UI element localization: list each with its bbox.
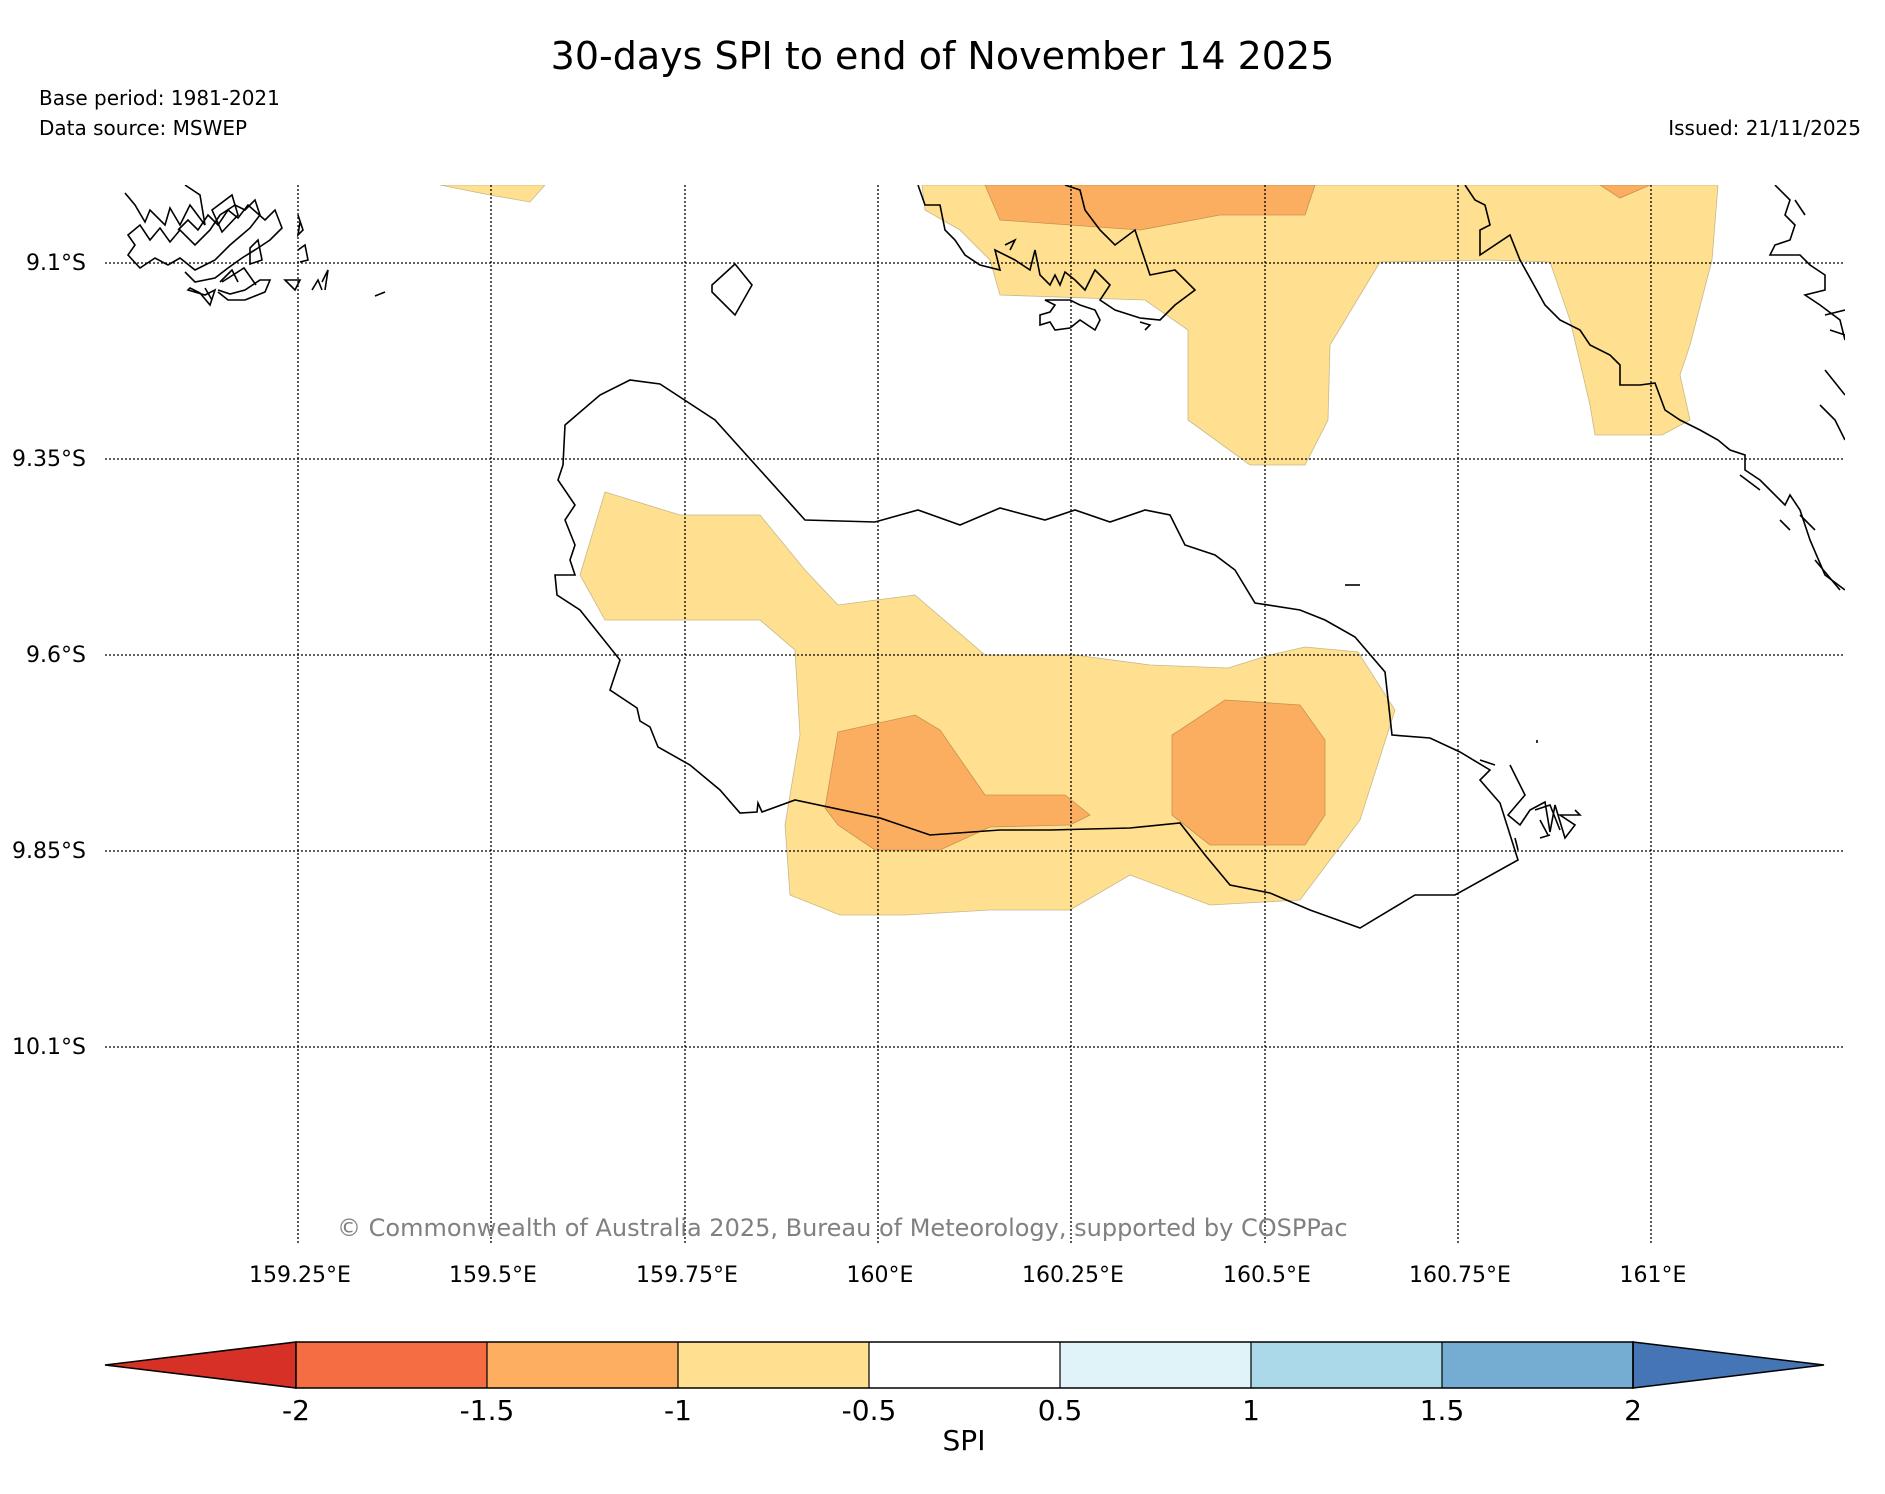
colorbar-extend-low	[104, 1341, 297, 1389]
coastline-east-islet-3	[1479, 759, 1496, 766]
coastline-malaita-3	[1794, 199, 1806, 216]
copyright-notice: © Commonwealth of Australia 2025, Bureau…	[337, 1214, 1348, 1242]
coastline-nw-9	[217, 279, 272, 301]
coastline-malaita-6	[1829, 329, 1845, 336]
coastline-north-central-2	[1039, 299, 1101, 332]
colorbar-tick: 1.5	[1420, 1394, 1465, 1427]
moderately-dry-south-west	[824, 714, 1091, 851]
longitude-labels: 159.25°E 159.5°E 159.75°E 160°E 160.25°E…	[249, 1263, 1686, 1288]
moderately-dry-north-east	[1599, 185, 1651, 199]
coastline-malaita-11	[1779, 519, 1791, 531]
moderately-dry-south-east	[1171, 699, 1326, 846]
coastline-malaita-4	[1824, 369, 1845, 396]
colorbar-bin	[296, 1342, 487, 1388]
coastline-guadalcanal	[554, 379, 1519, 929]
moderately-dry-north	[984, 185, 1316, 231]
coastline-north-central-3	[1139, 321, 1152, 331]
lat-label: 9.6°S	[26, 643, 86, 668]
colorbar-tick: -1.5	[460, 1394, 515, 1427]
coastline-east-islet-8	[1514, 837, 1519, 851]
lon-label: 159.5°E	[449, 1263, 537, 1288]
colorbar-tick: -0.5	[842, 1394, 897, 1427]
coastline-nw-2	[126, 198, 261, 271]
map-title: 30-days SPI to end of November 14 2025	[550, 34, 1335, 78]
lon-label: 160.75°E	[1409, 1263, 1511, 1288]
data-source: Data source: MSWEP	[39, 116, 248, 140]
coastline-east-islet-4	[1539, 819, 1549, 836]
coastline-nw-12	[311, 278, 323, 291]
lon-label: 159.75°E	[636, 1263, 738, 1288]
coastlines	[124, 185, 1845, 929]
colorbar-bin	[1251, 1342, 1442, 1388]
colorbar-tick: 2	[1624, 1394, 1642, 1427]
coastline-north-central	[917, 185, 1197, 321]
colorbar-bin	[869, 1342, 1060, 1388]
coastline-nw-11	[297, 243, 309, 263]
lat-label: 9.35°S	[12, 447, 86, 472]
dry-area-north-central	[921, 185, 1719, 466]
colorbar-bin	[678, 1342, 869, 1388]
dry-area-north-west	[439, 185, 546, 203]
coastline-nw-15	[204, 287, 213, 301]
coastline-malaita-9	[1799, 514, 1816, 531]
base-period: Base period: 1981-2021	[39, 86, 280, 110]
colorbar: -2 -1.5 -1 -0.5 0.5 1 1.5 2 SPI	[104, 1341, 1825, 1457]
coastline-east-islet	[1506, 764, 1582, 840]
colorbar-bin	[1442, 1342, 1633, 1388]
graticule	[105, 185, 1845, 1245]
coastline-nw-1	[124, 185, 206, 227]
issued-date: Issued: 21/11/2025	[1668, 116, 1861, 140]
lon-label: 160°E	[847, 1263, 914, 1288]
coastline-nw-6	[321, 269, 329, 291]
coastline-malaita-10	[1814, 559, 1841, 591]
latitude-labels: 9.1°S 9.35°S 9.6°S 9.85°S 10.1°S	[12, 251, 86, 1060]
coastline-nw-10	[374, 291, 386, 297]
coastline-nw-16	[221, 266, 257, 286]
colorbar-tick: -1	[664, 1394, 692, 1427]
colorbar-tick: -2	[282, 1394, 310, 1427]
coastline-east-islet-2	[1534, 804, 1561, 831]
map-panel: © Commonwealth of Australia 2025, Bureau…	[105, 185, 1845, 1245]
coastline-nw-7	[186, 287, 217, 307]
coastline-malaita-7	[1819, 404, 1845, 441]
lat-label: 10.1°S	[12, 1035, 86, 1060]
coastline-malaita-5	[1824, 309, 1845, 316]
coastline-east-islet-7	[1539, 834, 1551, 839]
coastline-north-central-4	[1004, 238, 1017, 251]
lon-label: 161°E	[1620, 1263, 1687, 1288]
coastline-malaita-8	[1739, 474, 1761, 491]
coastline-malaita-2	[1768, 185, 1845, 341]
colorbar-extend-high	[1632, 1341, 1825, 1389]
coastline-nw-5	[296, 214, 304, 238]
lon-label: 159.25°E	[249, 1263, 351, 1288]
lat-label: 9.1°S	[26, 251, 86, 276]
spi-fill-moderately-dry	[824, 185, 1651, 851]
coastline-malaita	[1464, 185, 1845, 591]
lon-label: 160.5°E	[1223, 1263, 1311, 1288]
coastline-nw-13	[219, 268, 239, 283]
colorbar-tick: 1	[1242, 1394, 1260, 1427]
spi-fill-slightly-dry	[439, 185, 1719, 916]
colorbar-bin	[487, 1342, 678, 1388]
metadata-left: Base period: 1981-2021 Data source: MSWE…	[39, 83, 280, 143]
coastline-florida-islands	[711, 262, 753, 317]
colorbar-tick: 0.5	[1038, 1394, 1083, 1427]
colorbar-label: SPI	[943, 1424, 986, 1457]
coastline-nw-8	[283, 279, 302, 292]
coastline-nw-14	[177, 203, 283, 283]
lat-label: 9.85°S	[12, 839, 86, 864]
lon-label: 160.25°E	[1022, 1263, 1124, 1288]
colorbar-bin	[1060, 1342, 1251, 1388]
coastline-nw-4	[249, 238, 263, 266]
